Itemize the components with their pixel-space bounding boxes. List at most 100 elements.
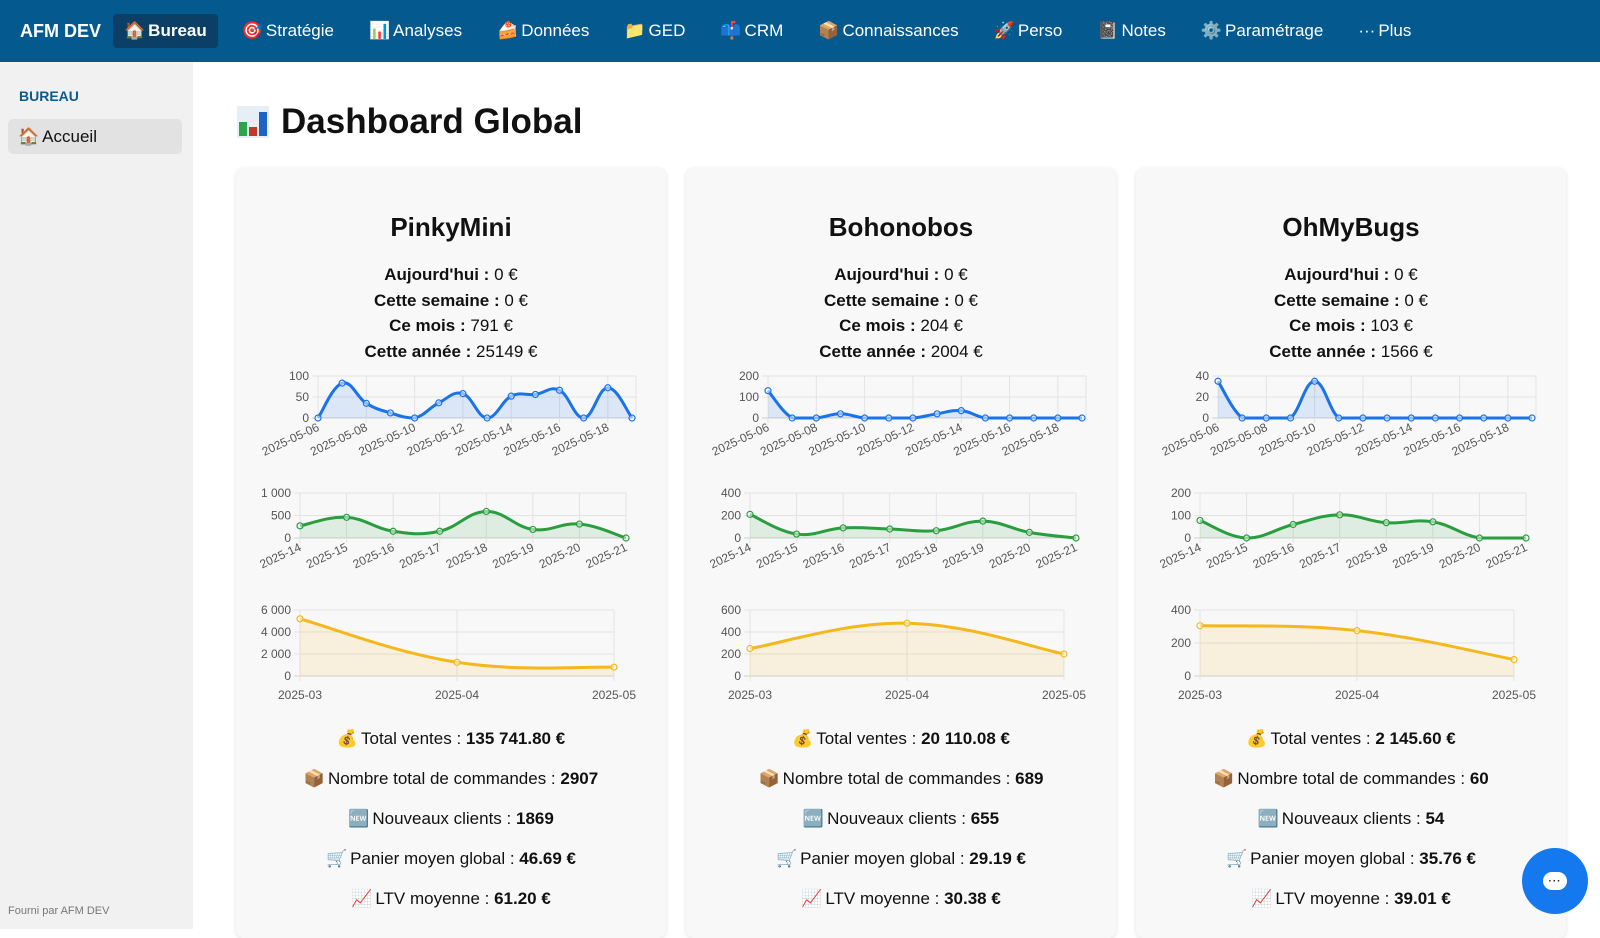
data-point — [1359, 414, 1367, 422]
nav-item-crm[interactable]: 📫 CRM — [709, 14, 794, 48]
data-point — [1005, 414, 1014, 422]
kpi-label: Aujourd'hui : — [384, 265, 490, 284]
data-point — [1311, 377, 1319, 385]
chart-monthly-svg: 0 200 400 2025-03 2025-04 2025-05 — [1171, 603, 1536, 702]
y-tick-label: 100 — [1171, 509, 1191, 523]
nav-label: Perso — [1017, 21, 1063, 40]
series-line — [1199, 513, 1526, 540]
stat-total-sales: 💰 Total ventes : 135 741.80 € — [236, 728, 666, 768]
y-tick-label: 40 — [1196, 369, 1210, 383]
kpi-value: 0 € — [1394, 265, 1418, 284]
data-point — [746, 510, 754, 518]
chat-button[interactable]: ··· — [1522, 848, 1588, 914]
x-tick-label: 2025-14 — [707, 540, 753, 571]
nav-item-notes[interactable]: 📓 Notes — [1086, 14, 1177, 48]
stat-total-sales: 💰 Total ventes : 20 110.08 € — [686, 728, 1116, 768]
x-tick-label: 2025-19 — [940, 540, 986, 571]
stat-value: 135 741.80 € — [465, 729, 566, 748]
chart-daily: 0 20 40 2025-05-06 2025-05-08 2025-05-10 2025-… — [1136, 364, 1566, 476]
data-point — [1504, 414, 1512, 422]
stat-orders: 📦 Nombre total de commandes : 2907 — [236, 768, 666, 808]
nav-icon-9-icon: ⚙️ — [1200, 21, 1223, 40]
package-icon: 📦 — [1213, 769, 1235, 788]
stat-value: 20 110.08 € — [921, 729, 1010, 748]
y-tick-label: 0 — [752, 411, 759, 425]
series-area — [1200, 514, 1526, 538]
kpi-label: Aujourd'hui : — [834, 265, 940, 284]
kpi-value: 103 € — [1370, 316, 1413, 335]
data-point — [436, 527, 444, 535]
nav-icon-7-icon: 🚀 — [993, 21, 1015, 40]
kpi-today: Aujourd'hui : 0 € — [236, 262, 666, 288]
nav-item-plus[interactable]: ··· Plus — [1347, 14, 1422, 48]
nav-item-connaissances[interactable]: 📦 Connaissances — [807, 14, 969, 48]
data-point — [482, 507, 490, 516]
nav-label: Analyses — [393, 21, 463, 40]
x-tick-label: 2025-18 — [444, 540, 490, 571]
y-tick-label: 2 000 — [261, 647, 291, 661]
stat-label: Nombre total de commandes : — [782, 769, 1011, 788]
stat-label: Nombre total de commandes : — [327, 769, 556, 788]
stat-value: 46.69 € — [519, 849, 577, 868]
data-point — [1510, 655, 1518, 664]
kpi-month: Ce mois : 103 € — [1136, 313, 1566, 339]
stat-ltv: 📈 LTV moyenne : 61.20 € — [236, 888, 666, 928]
data-point — [1353, 627, 1361, 635]
stat-label: LTV moyenne : — [1275, 889, 1390, 908]
chart-up-icon: 📈 — [1251, 889, 1273, 908]
y-tick-label: 0 — [734, 531, 741, 545]
nav-item-analyses[interactable]: 📊 Analyses — [358, 14, 473, 48]
stat-orders: 📦 Nombre total de commandes : 60 — [1136, 768, 1566, 808]
data-point — [861, 414, 869, 422]
brand-logo[interactable]: AFM DEV — [20, 20, 101, 41]
data-point — [1242, 534, 1251, 542]
data-point — [1522, 534, 1530, 542]
x-tick-label: 2025-14 — [1157, 540, 1203, 571]
data-point — [1429, 518, 1437, 526]
x-tick-label: 2025-15 — [754, 540, 800, 571]
x-tick-label: 2025-05 — [1492, 688, 1536, 702]
nav-icon-1-icon: 🎯 — [241, 21, 263, 40]
new-badge-icon: 🆕 — [348, 809, 370, 828]
chart-monthly: 0 2 000 4 000 6 000 2025-03 2025-04 2025-05 — [236, 600, 666, 710]
x-tick-label: 2025-17 — [397, 540, 443, 571]
data-point — [1480, 414, 1488, 422]
stat-label: Total ventes : — [1270, 729, 1371, 748]
data-point — [1238, 414, 1246, 422]
data-point — [529, 525, 537, 534]
nav-icon-4-icon: 📁 — [624, 21, 646, 40]
nav-item-bureau[interactable]: 🏠 Bureau — [113, 14, 218, 48]
stat-label: Panier moyen global : — [350, 849, 515, 868]
data-point — [575, 520, 584, 528]
series-line — [299, 509, 627, 540]
chart-monthly-svg: 0 2 000 4 000 6 000 2025-03 2025-04 2025-05 — [261, 603, 636, 702]
stat-value: 689 — [1015, 769, 1044, 788]
nav-item-perso[interactable]: 🚀 Perso — [983, 14, 1074, 48]
nav-item-strategie[interactable]: 🎯 Stratégie — [231, 14, 345, 48]
nav-item-donnees[interactable]: 🍰 Données — [486, 14, 600, 48]
data-point — [1025, 528, 1034, 536]
data-point — [386, 409, 395, 417]
kpi-value: 25149 € — [476, 341, 538, 361]
data-point — [1072, 534, 1080, 542]
kpi-label: Ce mois : — [839, 316, 916, 335]
kpi-value: 0 € — [504, 290, 529, 310]
y-tick-label: 20 — [1196, 390, 1210, 404]
y-tick-label: 200 — [1171, 636, 1191, 650]
kpi-label: Cette semaine : — [1273, 290, 1400, 310]
nav-icon-0-icon: 🏠 — [124, 21, 146, 40]
data-point — [342, 513, 351, 521]
kpi-week: Cette semaine : 0 € — [1136, 288, 1566, 314]
kpi-label: Cette semaine : — [823, 290, 950, 310]
kpi-year: Cette année : 2004 € — [686, 339, 1116, 365]
y-tick-label: 200 — [1171, 486, 1191, 500]
kpi-label: Ce mois : — [1289, 316, 1366, 335]
data-point — [981, 414, 989, 422]
stat-total-sales: 💰 Total ventes : 2 145.60 € — [1136, 728, 1566, 768]
sidebar-item-accueil[interactable]: 🏠 Accueil — [8, 119, 182, 154]
nav-item-ged[interactable]: 📁 GED — [613, 14, 696, 48]
stat-value: 60 — [1469, 769, 1489, 788]
nav-label: GED — [648, 21, 686, 40]
nav-item-parametrage[interactable]: ⚙️ Paramétrage — [1190, 14, 1334, 48]
